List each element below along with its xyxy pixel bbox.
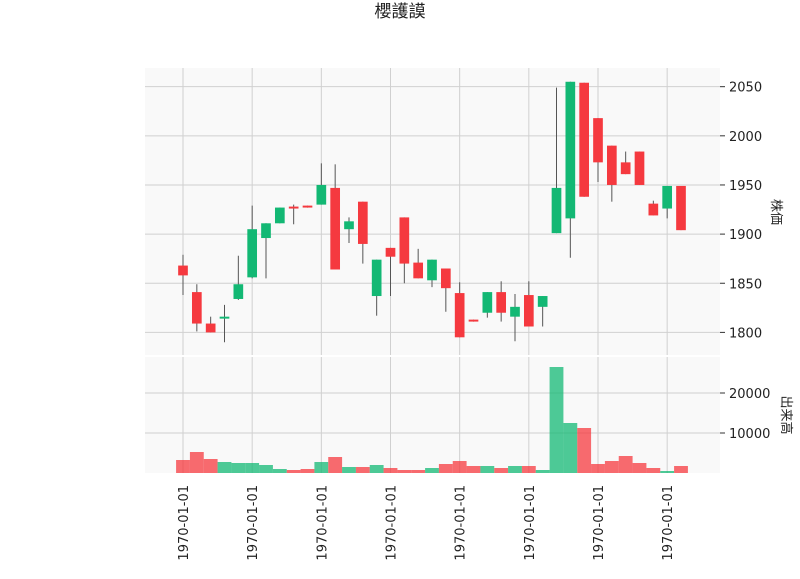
- volume-bar: [466, 466, 481, 473]
- price-panel: [145, 68, 720, 355]
- candle-body: [205, 323, 216, 333]
- x-tick-label: 1970-01-01: [661, 485, 676, 561]
- candle-body: [496, 292, 507, 313]
- candle-body: [427, 259, 437, 281]
- volume-bar: [176, 460, 190, 473]
- candle-body: [316, 184, 327, 205]
- candle-body: [219, 316, 230, 319]
- x-tick-label: 1970-01-01: [315, 485, 330, 561]
- volume-bar: [452, 461, 467, 473]
- candle-body: [662, 185, 673, 209]
- candle-body: [440, 268, 451, 289]
- candle-body: [330, 187, 341, 270]
- volume-bar: [521, 466, 536, 473]
- x-tick-label: 1970-01-01: [454, 485, 469, 561]
- y-axis-label: 株価: [768, 199, 783, 225]
- candle-body: [620, 162, 631, 175]
- volume-bar: [535, 470, 550, 473]
- y-tick-label: 1950: [729, 179, 762, 194]
- volume-tick-label: 20000: [729, 387, 770, 402]
- volume-bar: [674, 466, 688, 473]
- volume-bar: [369, 465, 384, 473]
- candle-body: [482, 292, 493, 313]
- y-tick-label: 2050: [729, 81, 762, 96]
- volume-bar: [286, 470, 301, 473]
- candle-body: [247, 229, 258, 278]
- volume-bar: [355, 467, 370, 473]
- y-tick-label: 2000: [729, 130, 762, 145]
- y-tick-label: 1900: [729, 228, 762, 243]
- candle-body: [676, 185, 686, 231]
- candle-body: [413, 262, 424, 279]
- volume-bar: [328, 457, 343, 473]
- volume-tick-label: 10000: [729, 427, 770, 442]
- candle-body: [178, 265, 188, 276]
- volume-bar: [577, 428, 592, 473]
- candle-body: [261, 223, 271, 239]
- candle-body: [344, 221, 354, 230]
- volume-bar: [245, 463, 260, 473]
- x-tick-label: 1970-01-01: [592, 485, 607, 561]
- candle-body: [302, 205, 313, 208]
- candle-body: [454, 293, 465, 338]
- candle-body: [537, 296, 548, 307]
- y-tick-label: 1800: [729, 326, 762, 341]
- volume-bar: [438, 464, 453, 473]
- volume-bar: [494, 468, 509, 473]
- x-tick-label: 1970-01-01: [177, 485, 192, 561]
- volume-bar: [618, 456, 633, 473]
- x-tick-label: 1970-01-01: [246, 485, 261, 561]
- volume-bar: [300, 469, 315, 473]
- candle-body: [385, 247, 396, 257]
- volume-bar: [259, 465, 273, 473]
- volume-bar: [508, 466, 522, 473]
- candle-body: [551, 187, 562, 234]
- volume-bar: [383, 468, 398, 473]
- candle-body: [510, 306, 520, 317]
- volume-bar: [480, 466, 495, 473]
- volume-bar: [231, 463, 246, 473]
- volume-bar: [591, 464, 605, 473]
- volume-bar: [397, 470, 412, 473]
- candle-body: [274, 207, 285, 224]
- volume-bar: [217, 462, 232, 473]
- candle-body: [233, 284, 244, 299]
- candle-body: [634, 151, 645, 185]
- candle-body: [648, 203, 659, 216]
- volume-panel: [145, 357, 720, 473]
- chart-title: 櫻護謨: [375, 1, 426, 22]
- candle-body: [468, 319, 479, 322]
- volume-bar: [563, 423, 578, 473]
- volume-axis-label: 出来高: [778, 395, 794, 434]
- volume-bar: [632, 463, 647, 473]
- candle-body: [523, 295, 534, 327]
- candle-body: [565, 81, 576, 219]
- candle-body: [357, 201, 368, 244]
- candle-body: [593, 118, 603, 163]
- x-tick-label: 1970-01-01: [523, 485, 538, 561]
- y-tick-label: 1850: [729, 277, 762, 292]
- candle-body: [579, 82, 590, 197]
- volume-bar: [203, 459, 218, 473]
- volume-bar: [189, 452, 204, 473]
- candle-body: [606, 145, 617, 185]
- candle-body: [288, 206, 299, 209]
- candle-body: [371, 259, 382, 297]
- volume-bar: [342, 467, 356, 473]
- volume-bar: [604, 461, 619, 473]
- volume-bar: [646, 468, 661, 473]
- volume-bar: [660, 471, 675, 473]
- candle-body: [399, 217, 410, 264]
- volume-bar: [425, 468, 439, 473]
- volume-bar: [314, 462, 329, 473]
- volume-bar: [272, 469, 287, 473]
- volume-bar: [411, 470, 426, 473]
- candle-body: [191, 292, 202, 324]
- volume-bar: [549, 367, 564, 473]
- x-tick-label: 1970-01-01: [385, 485, 400, 561]
